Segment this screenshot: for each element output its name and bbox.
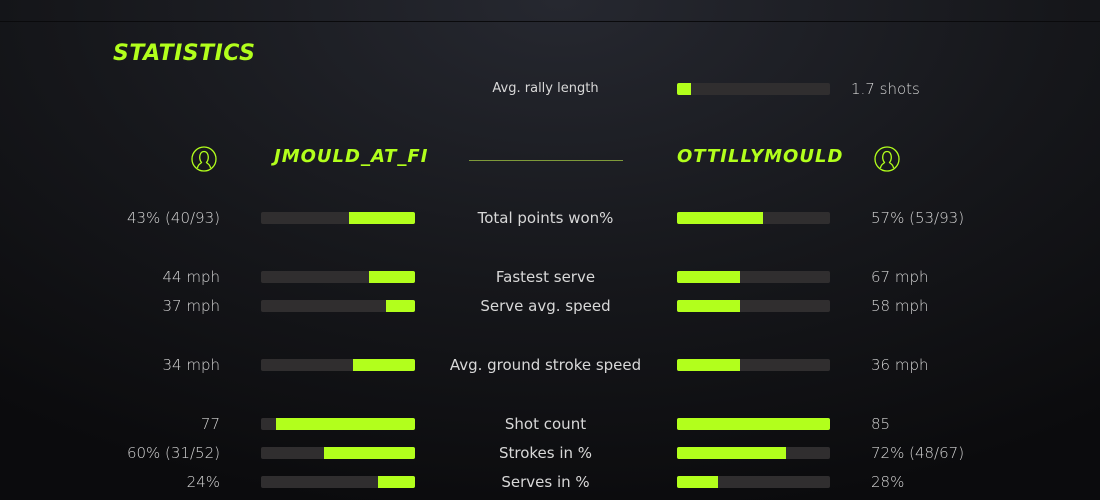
left-bar — [261, 359, 415, 371]
user-circle-icon — [191, 146, 217, 172]
stat-label: Shot count — [504, 415, 587, 433]
versus-divider — [469, 160, 623, 161]
left-value: 60% (31/52) — [126, 444, 220, 462]
stat-label: Avg. rally length — [492, 81, 599, 96]
right-bar — [677, 300, 830, 312]
bar-fill — [378, 476, 415, 488]
right-value: 67 mph — [871, 268, 929, 286]
stat-label: Serves in % — [501, 473, 590, 491]
bar-fill — [677, 418, 830, 430]
right-value: 28% — [871, 473, 905, 491]
right-bar — [677, 418, 830, 430]
right-bar — [677, 359, 830, 371]
stat-label: Total points won% — [477, 209, 614, 227]
bar-fill — [348, 212, 415, 224]
right-bar — [677, 271, 830, 283]
stat-label: Avg. ground stroke speed — [449, 356, 642, 374]
section-title: STATISTICS — [113, 41, 256, 66]
stat-label: Fastest serve — [495, 268, 596, 286]
bar-fill — [677, 212, 763, 224]
left-bar — [261, 447, 415, 459]
left-value: 43% (40/93) — [126, 209, 220, 227]
left-bar — [261, 476, 415, 488]
top-divider — [0, 21, 1100, 22]
bar-fill — [677, 83, 691, 95]
stat-label: Strokes in % — [498, 444, 593, 462]
bar-fill — [677, 447, 786, 459]
bar-fill — [276, 418, 415, 430]
stat-row: 34 mph Avg. ground stroke speed 36 mph — [0, 355, 1100, 375]
bar-fill — [368, 271, 415, 283]
left-value: 77 — [200, 415, 220, 433]
rally-value: 1.7 shots — [851, 80, 920, 98]
stat-row: 77 Shot count 85 — [0, 414, 1100, 434]
left-bar — [261, 271, 415, 283]
left-value: 34 mph — [162, 356, 221, 374]
stat-row: 24% Serves in % 28% — [0, 472, 1100, 492]
bar-fill — [677, 300, 740, 312]
right-value: 58 mph — [871, 297, 929, 315]
right-value: 85 — [871, 415, 891, 433]
rally-row: Avg. rally length 1.7 shots — [0, 79, 1100, 99]
left-value: 44 mph — [162, 268, 221, 286]
bar-fill — [677, 359, 740, 371]
bar-fill — [677, 476, 719, 488]
player-right-name: OTTILLYMOULD — [677, 146, 844, 167]
stat-label: Serve avg. speed — [480, 297, 611, 315]
left-bar — [261, 300, 415, 312]
right-value: 72% (48/67) — [871, 444, 965, 462]
left-value: 24% — [186, 473, 220, 491]
user-circle-icon — [874, 146, 900, 172]
bar-fill — [385, 300, 415, 312]
bar-fill — [677, 271, 740, 283]
bar-fill — [353, 359, 415, 371]
stat-row: 44 mph Fastest serve 67 mph — [0, 267, 1100, 287]
bar-fill — [324, 447, 415, 459]
right-value: 57% (53/93) — [871, 209, 965, 227]
rally-bar — [677, 83, 830, 95]
right-bar — [677, 212, 830, 224]
stat-row: 43% (40/93) Total points won% 57% (53/93… — [0, 208, 1100, 228]
right-value: 36 mph — [871, 356, 929, 374]
player-left-name: JMOULD_AT_FI — [274, 146, 429, 167]
right-bar — [677, 447, 830, 459]
left-value: 37 mph — [162, 297, 221, 315]
left-bar — [261, 212, 415, 224]
left-bar — [261, 418, 415, 430]
stat-row: 60% (31/52) Strokes in % 72% (48/67) — [0, 443, 1100, 463]
right-bar — [677, 476, 830, 488]
stat-row: 37 mph Serve avg. speed 58 mph — [0, 296, 1100, 316]
